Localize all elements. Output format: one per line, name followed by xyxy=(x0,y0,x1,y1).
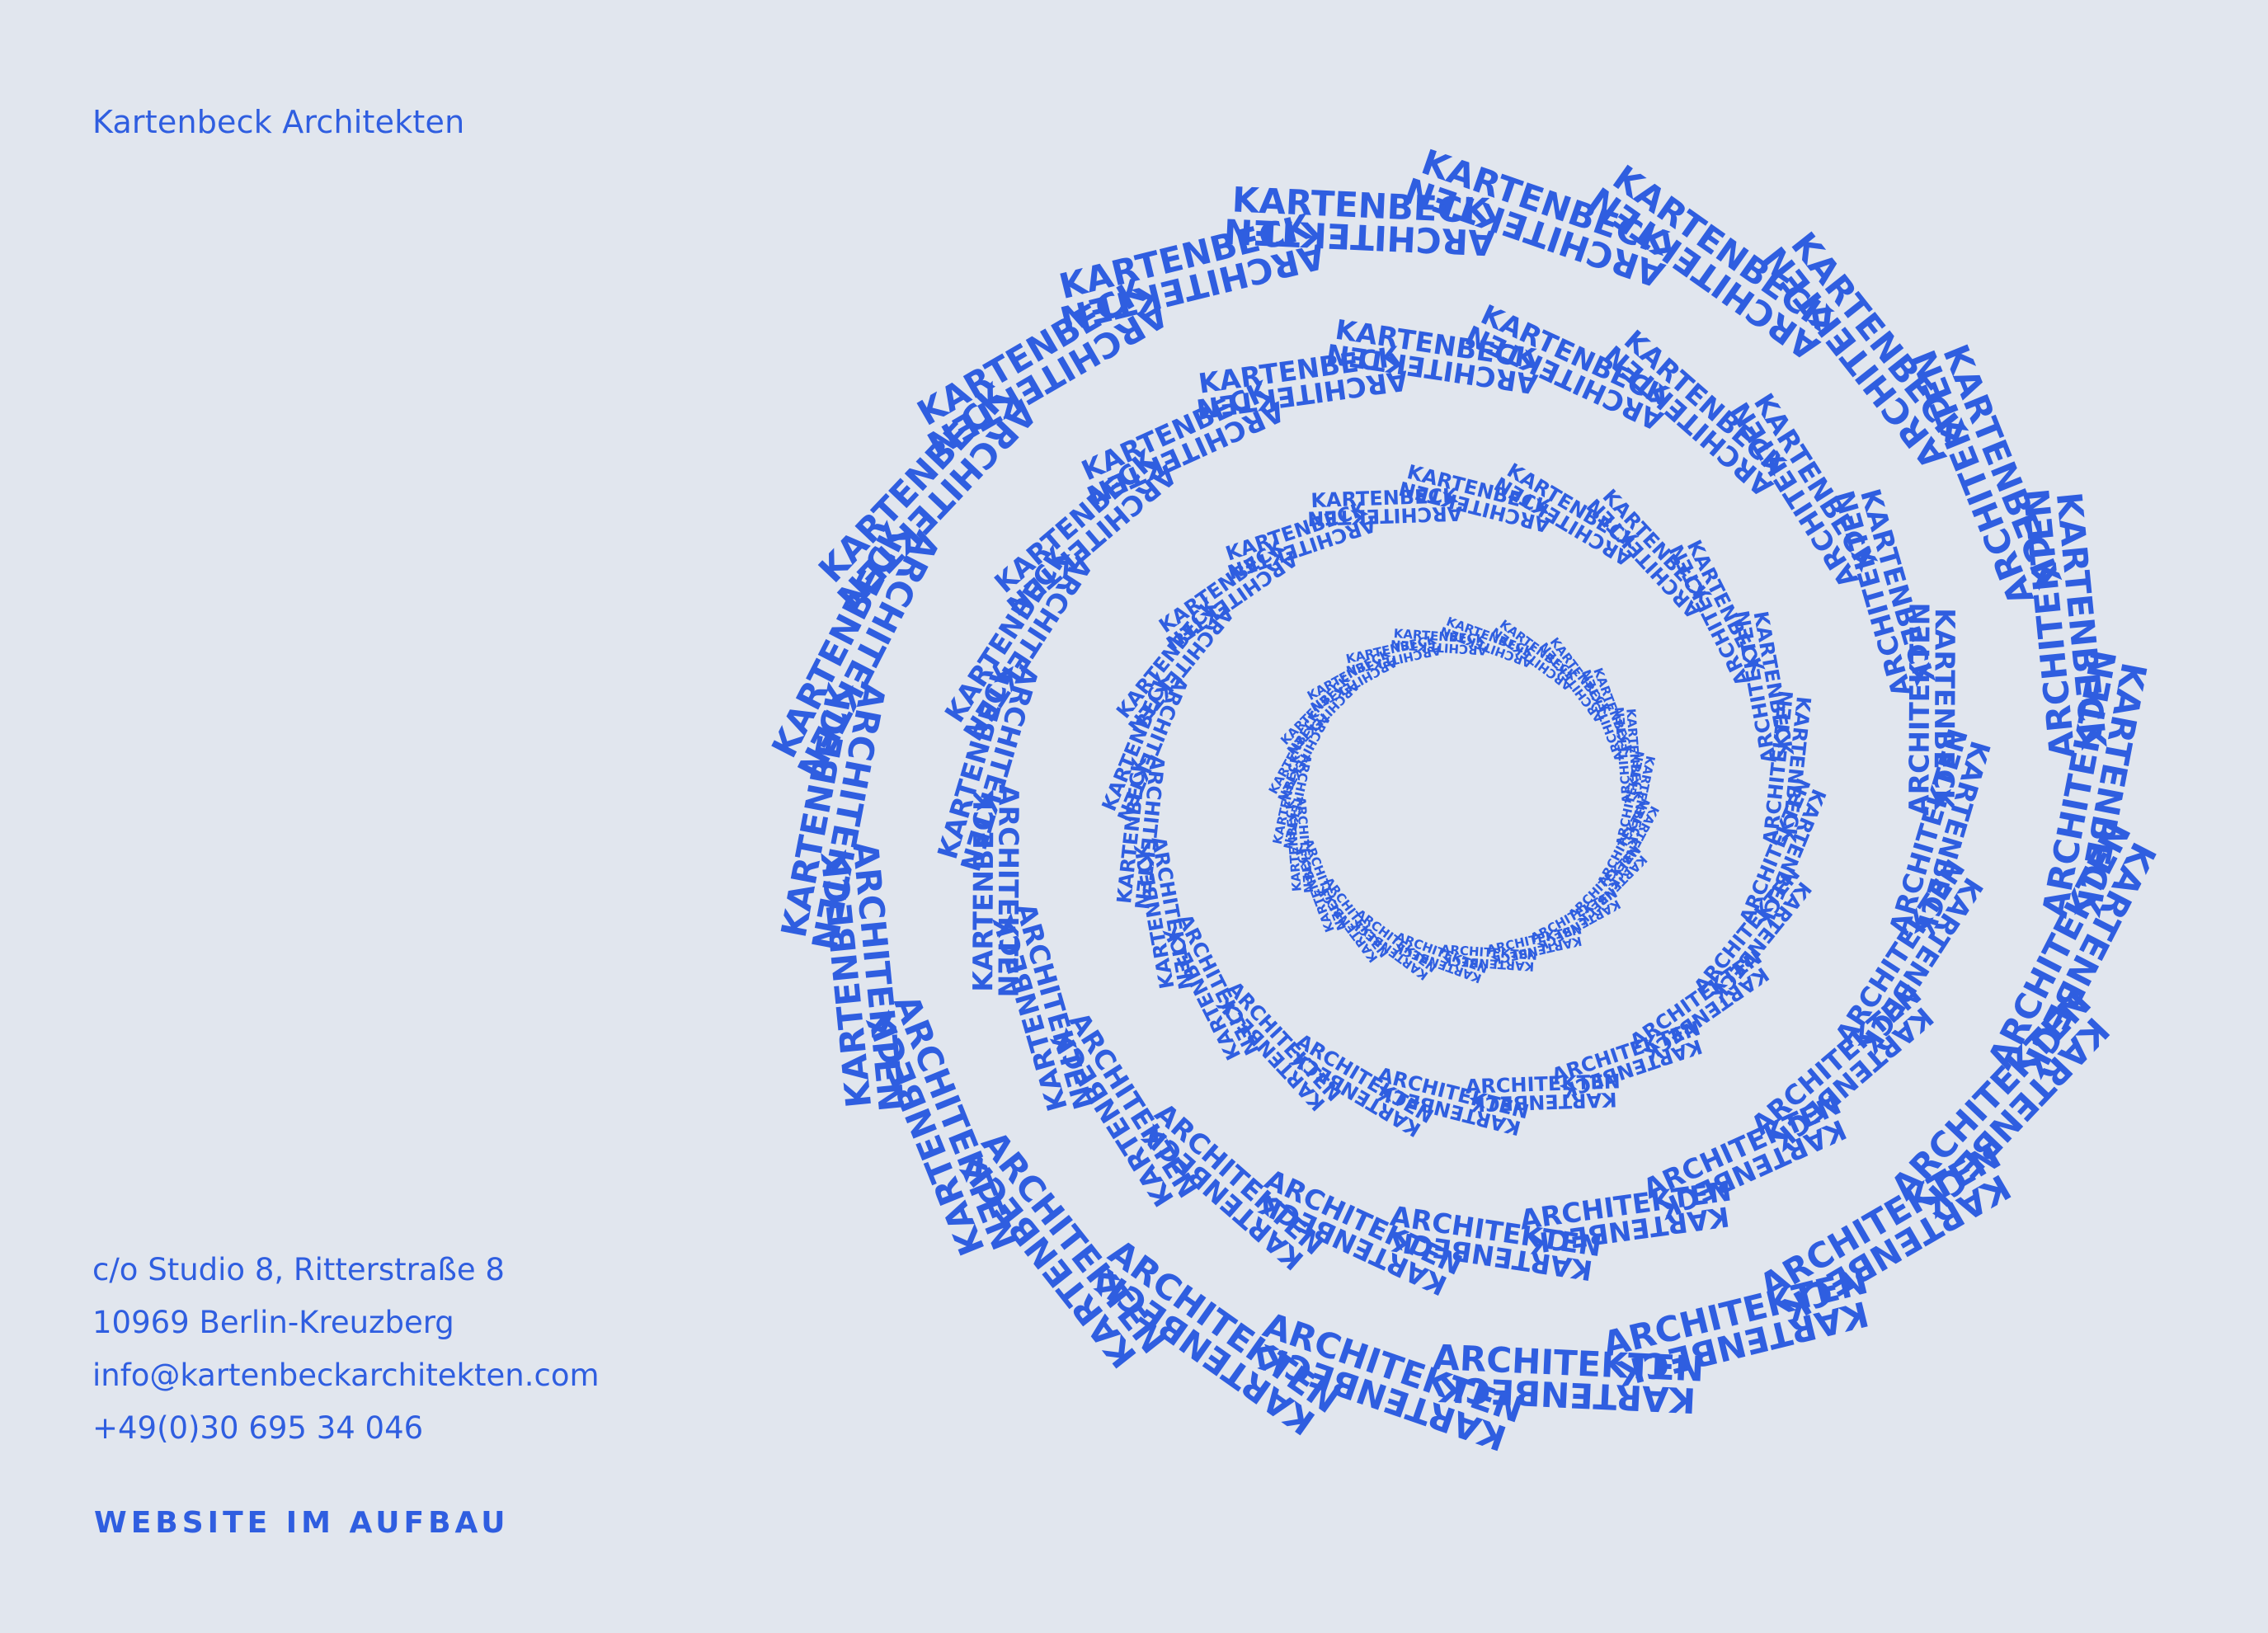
logo-word-kartenbeck: KARTENBECK xyxy=(967,788,1000,992)
logo-word-architekten: ARCHITEKTEN xyxy=(1465,1070,1621,1099)
phone-number[interactable]: +49(0)30 695 34 046 xyxy=(92,1410,424,1446)
brand-name: Kartenbeck Architekten xyxy=(92,104,465,140)
address-line-street: c/o Studio 8, Ritterstraße 8 xyxy=(92,1252,505,1287)
logo-word-kartenbeck: KARTENBECK xyxy=(1468,1088,1617,1116)
address-line-city: 10969 Berlin-Kreuzberg xyxy=(92,1305,454,1340)
logo-word-kartenbeck: KARTENBECK xyxy=(1310,484,1460,512)
logo-word-architekten: ARCHITEKTEN xyxy=(991,784,1024,998)
email-link[interactable]: info@kartenbeckarchitekten.com xyxy=(92,1358,600,1393)
logo-word-kartenbeck: KARTENBECK xyxy=(1928,608,1961,812)
construction-notice: WEBSITE IM AUFBAU xyxy=(94,1506,510,1540)
contact-block: c/o Studio 8, Ritterstraße 8 10969 Berli… xyxy=(92,1244,600,1455)
logo-word-architekten: ARCHITEKTEN xyxy=(1903,602,1936,816)
logo-word-architekten: ARCHITEKTEN xyxy=(1307,501,1463,530)
